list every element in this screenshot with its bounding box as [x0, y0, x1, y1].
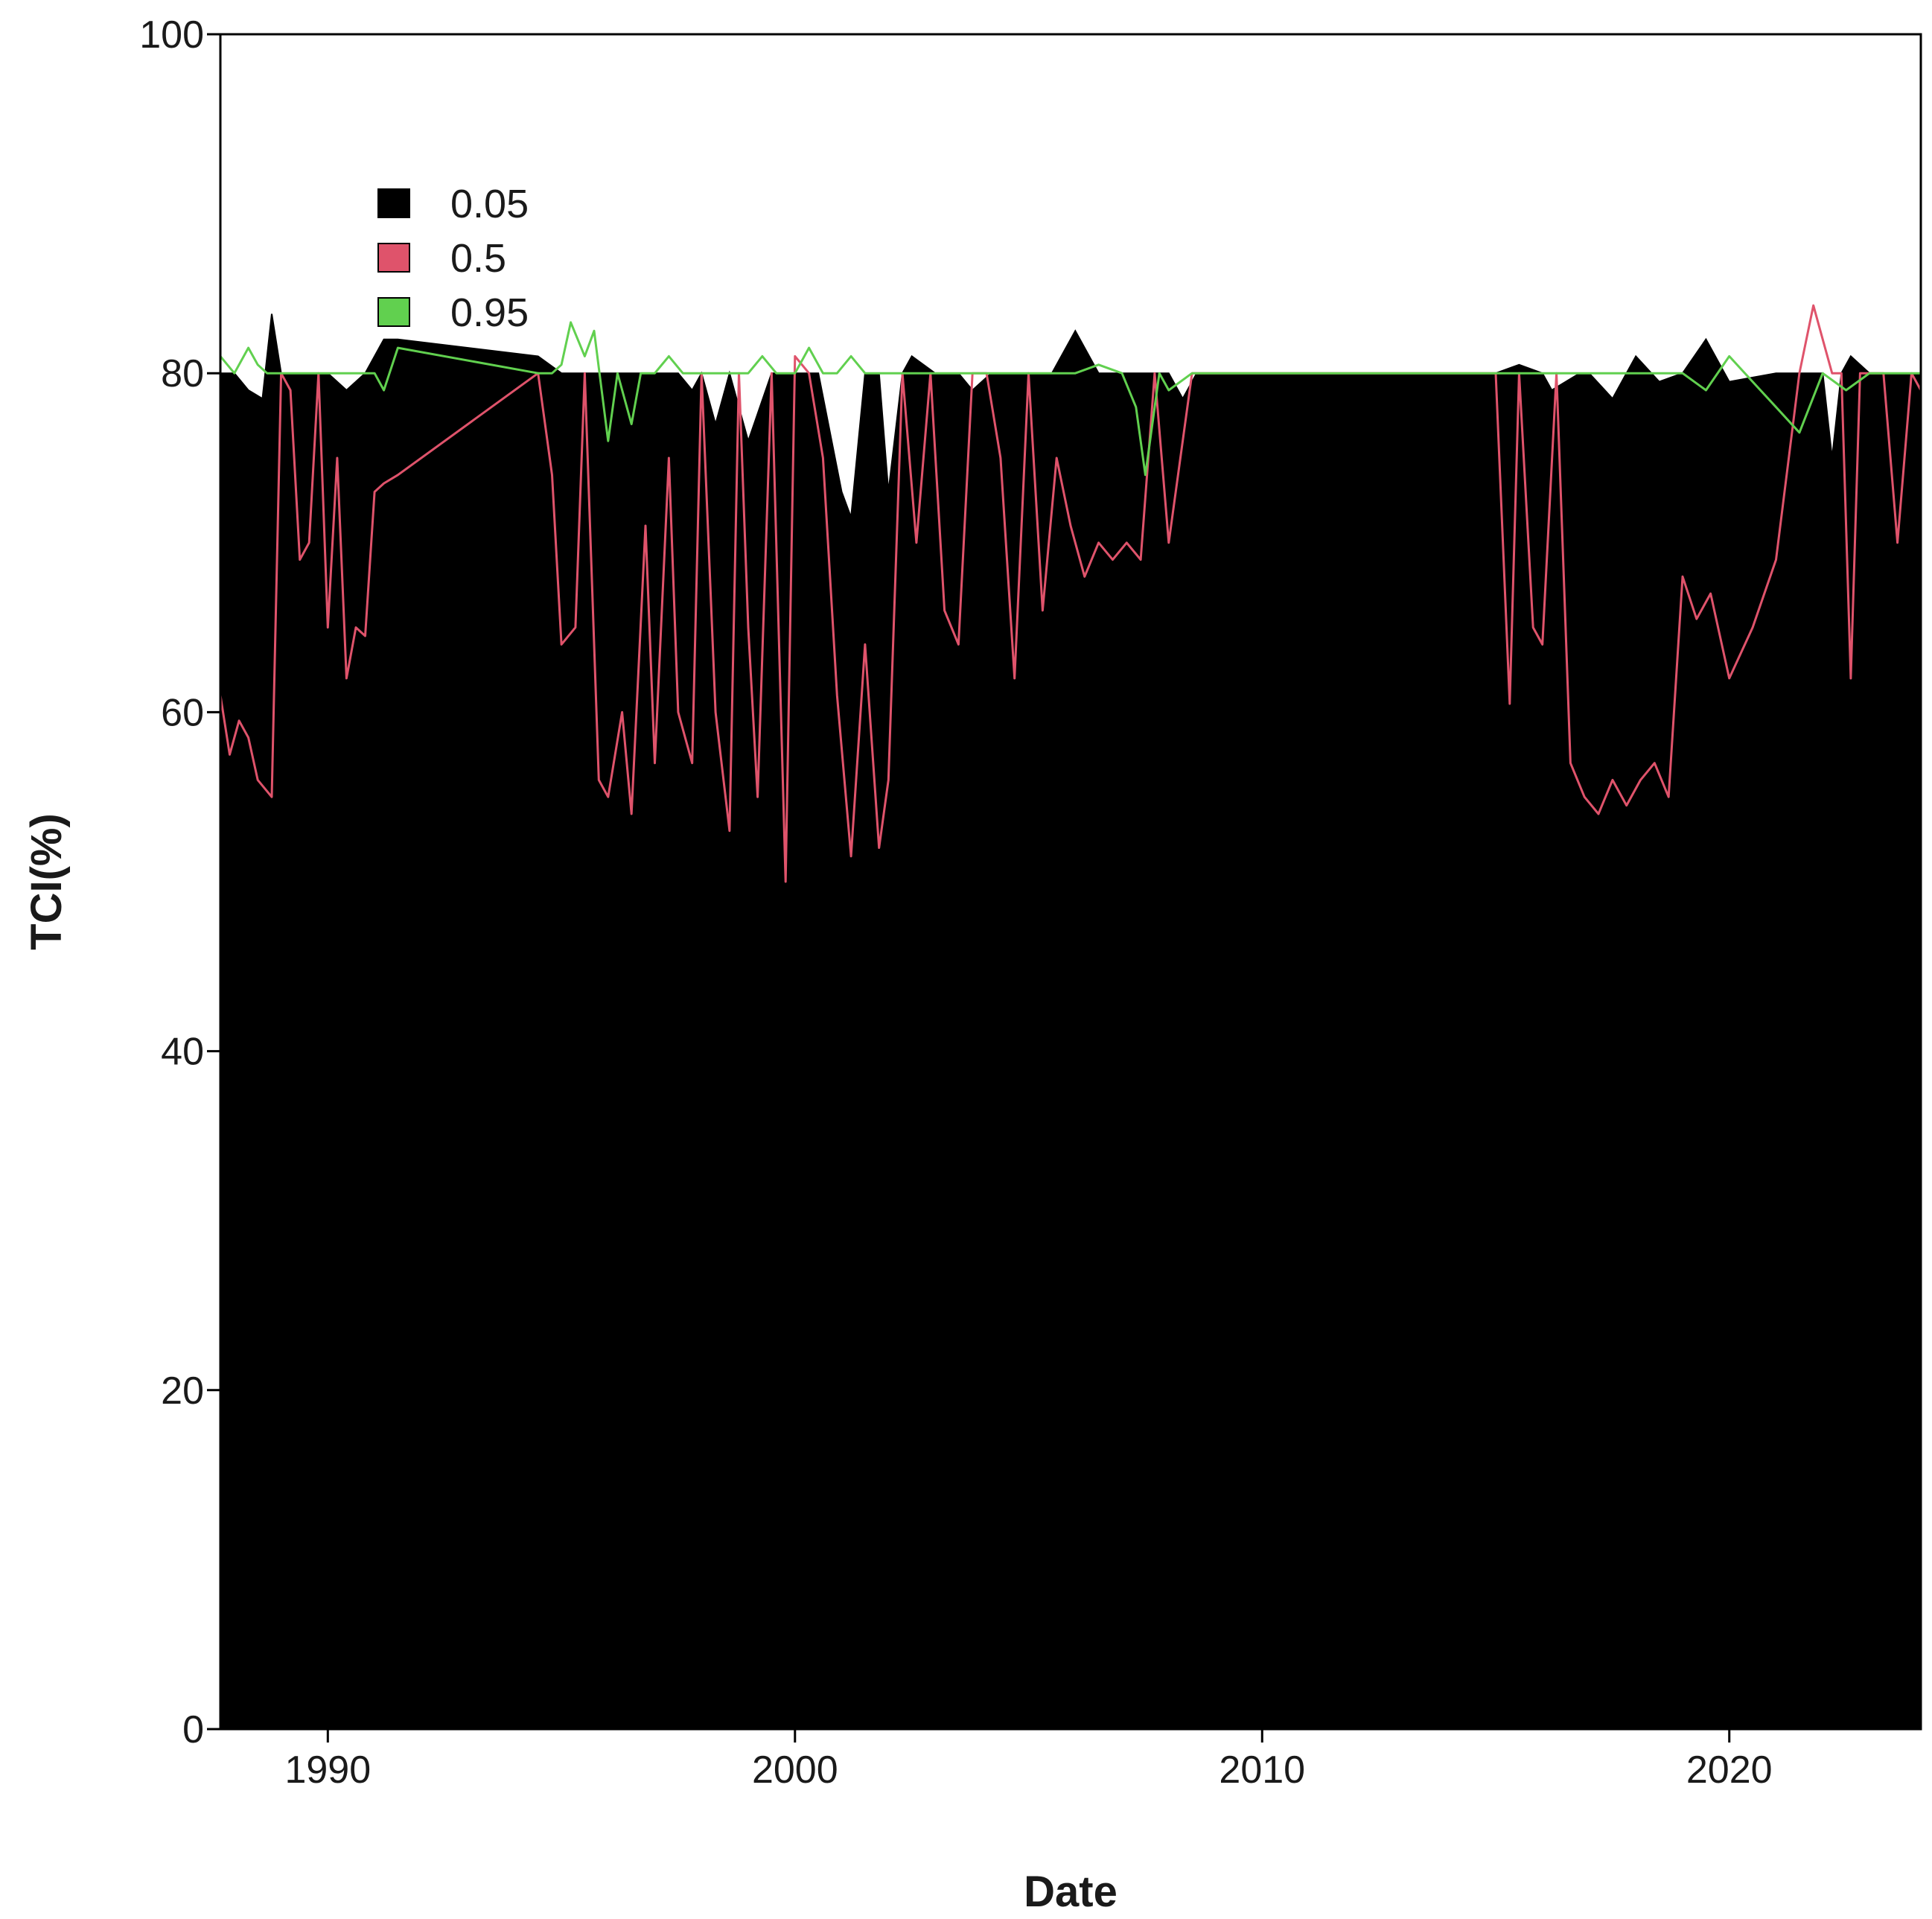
axes: 0 20 40 60 80 100 1990 2000 2010 2020 — [139, 13, 1772, 1792]
legend: 0.05 0.5 0.95 — [377, 182, 529, 335]
legend-swatch-0.05 — [377, 188, 410, 218]
y-axis-title: TCI(%) — [22, 813, 71, 950]
legend-label-0.05: 0.05 — [450, 182, 529, 226]
y-tick-label: 0 — [182, 1708, 204, 1751]
x-tick-label: 2020 — [1686, 1748, 1773, 1792]
legend-swatch-0.95 — [377, 297, 410, 327]
series-line-0.95 — [220, 321, 1921, 477]
series-line-0.5 — [220, 304, 1921, 883]
plot-area — [220, 304, 1921, 1729]
y-tick-label: 60 — [161, 691, 204, 734]
x-tick-label: 2010 — [1219, 1748, 1305, 1792]
x-tick-label: 1990 — [284, 1748, 371, 1792]
y-tick-label: 100 — [139, 13, 204, 57]
y-tick-label: 80 — [161, 352, 204, 395]
y-tick-label: 40 — [161, 1031, 204, 1074]
x-tick-label: 2000 — [752, 1748, 838, 1792]
x-axis-title: Date — [1024, 1868, 1118, 1916]
y-tick-label: 20 — [161, 1369, 204, 1413]
legend-label-0.95: 0.95 — [450, 290, 529, 335]
legend-label-0.5: 0.5 — [450, 236, 506, 281]
legend-swatch-0.5 — [377, 243, 410, 273]
plot-frame — [219, 33, 1922, 1731]
